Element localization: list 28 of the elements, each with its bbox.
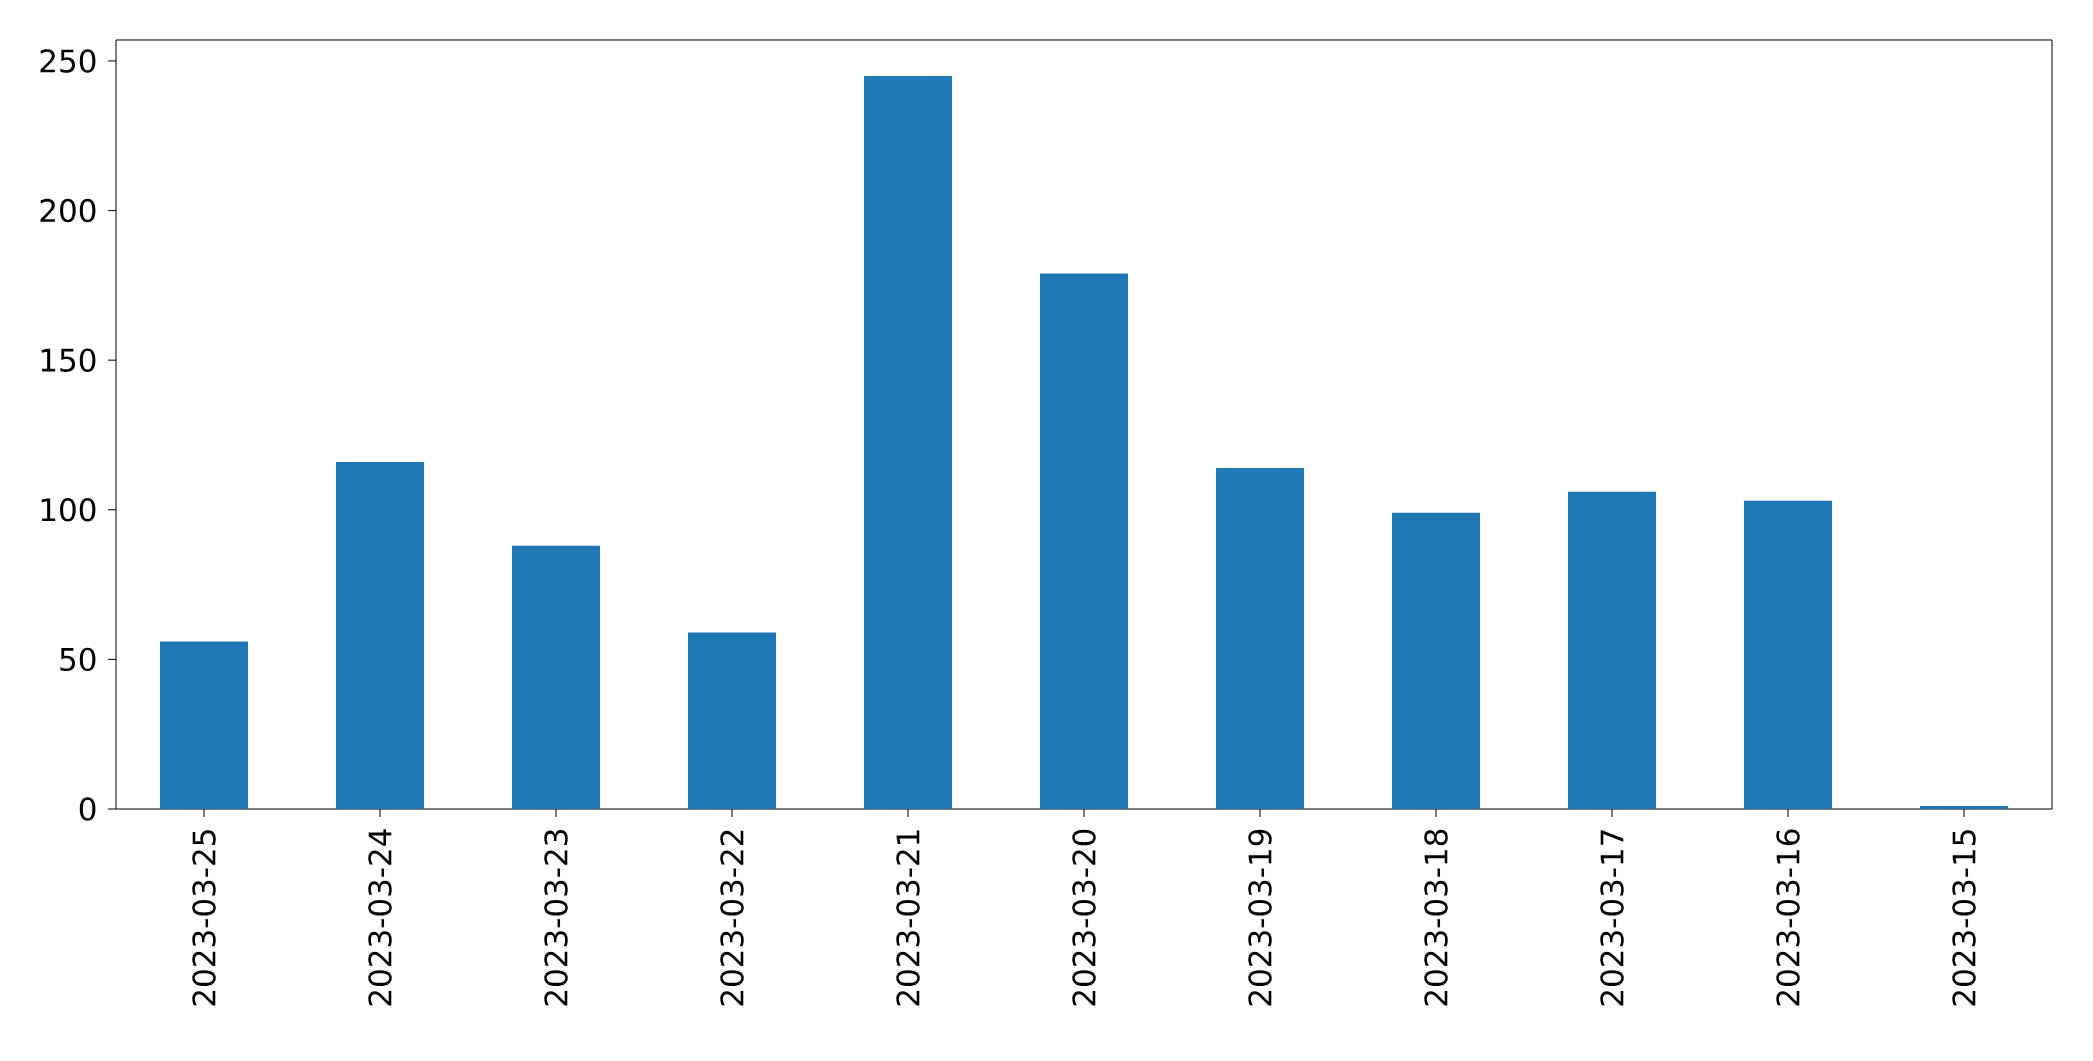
x-tick-label: 2023-03-15 [1952,830,1976,1006]
x-tick-label: 2023-03-17 [1600,830,1624,1006]
y-tick-label: 150 [41,348,96,372]
x-tick-label: 2023-03-20 [1072,829,1096,1006]
x-tick-label: 2023-03-23 [544,830,568,1006]
x-tick-label: 2023-03-24 [368,829,392,1006]
bar [688,632,776,809]
bar [1392,512,1481,809]
bar [1040,273,1128,809]
x-tick-label: 2023-03-18 [1424,829,1448,1006]
x-tick-label: 2023-03-21 [896,830,920,1006]
bar [864,75,952,809]
bar [160,641,248,809]
y-tick-label: 250 [40,49,96,73]
y-tick-label: 100 [41,498,96,522]
bar [1568,491,1657,809]
bar [1920,806,2009,809]
x-tick-label: 2023-03-25 [192,830,216,1006]
bar [512,545,600,809]
bar [336,461,424,809]
bar [1744,500,1833,809]
y-tick-label: 50 [60,647,96,672]
y-tick-label: 0 [79,797,96,821]
bar [1216,467,1305,809]
x-tick-label: 2023-03-22 [720,830,744,1006]
x-tick-label: 2023-03-16 [1776,829,1800,1006]
x-tick-label: 2023-03-19 [1248,829,1272,1006]
y-tick-label: 200 [40,198,96,223]
